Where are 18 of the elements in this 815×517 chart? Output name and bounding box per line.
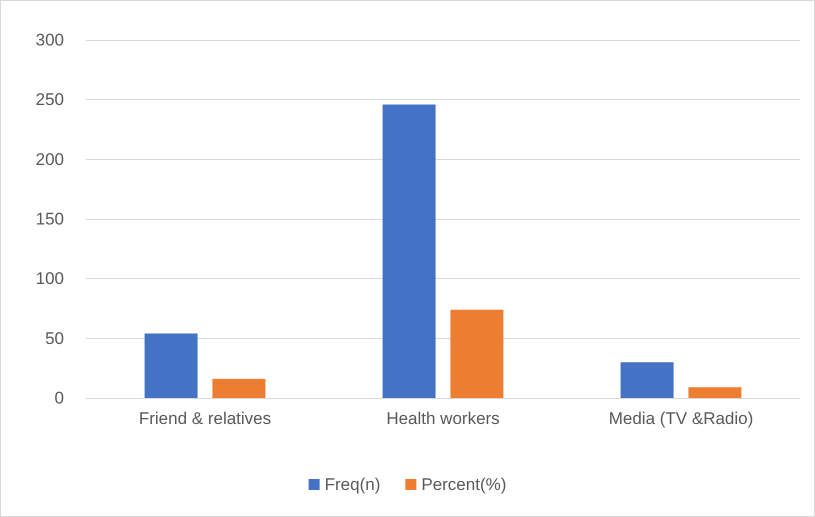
bar [382, 104, 436, 398]
bar [450, 310, 504, 398]
y-tick-label: 250 [36, 90, 64, 110]
x-tick-label: Media (TV &Radio) [608, 409, 754, 428]
bar [620, 362, 674, 398]
y-tick-label: 300 [36, 30, 64, 50]
bar [688, 387, 742, 398]
bar [144, 334, 198, 398]
y-tick-label: 0 [54, 388, 64, 408]
x-tick-label: Friend & relatives [138, 409, 272, 428]
y-tick-label: 150 [36, 210, 64, 228]
legend-label: Percent(%) [421, 475, 506, 494]
bar [212, 378, 266, 398]
y-tick-label: 100 [36, 269, 64, 288]
y-tick-label: 200 [36, 150, 64, 169]
y-tick-label: 50 [45, 328, 64, 348]
legend-label: Freq(n) [324, 475, 380, 494]
x-tick-label: Health workers [386, 409, 500, 428]
